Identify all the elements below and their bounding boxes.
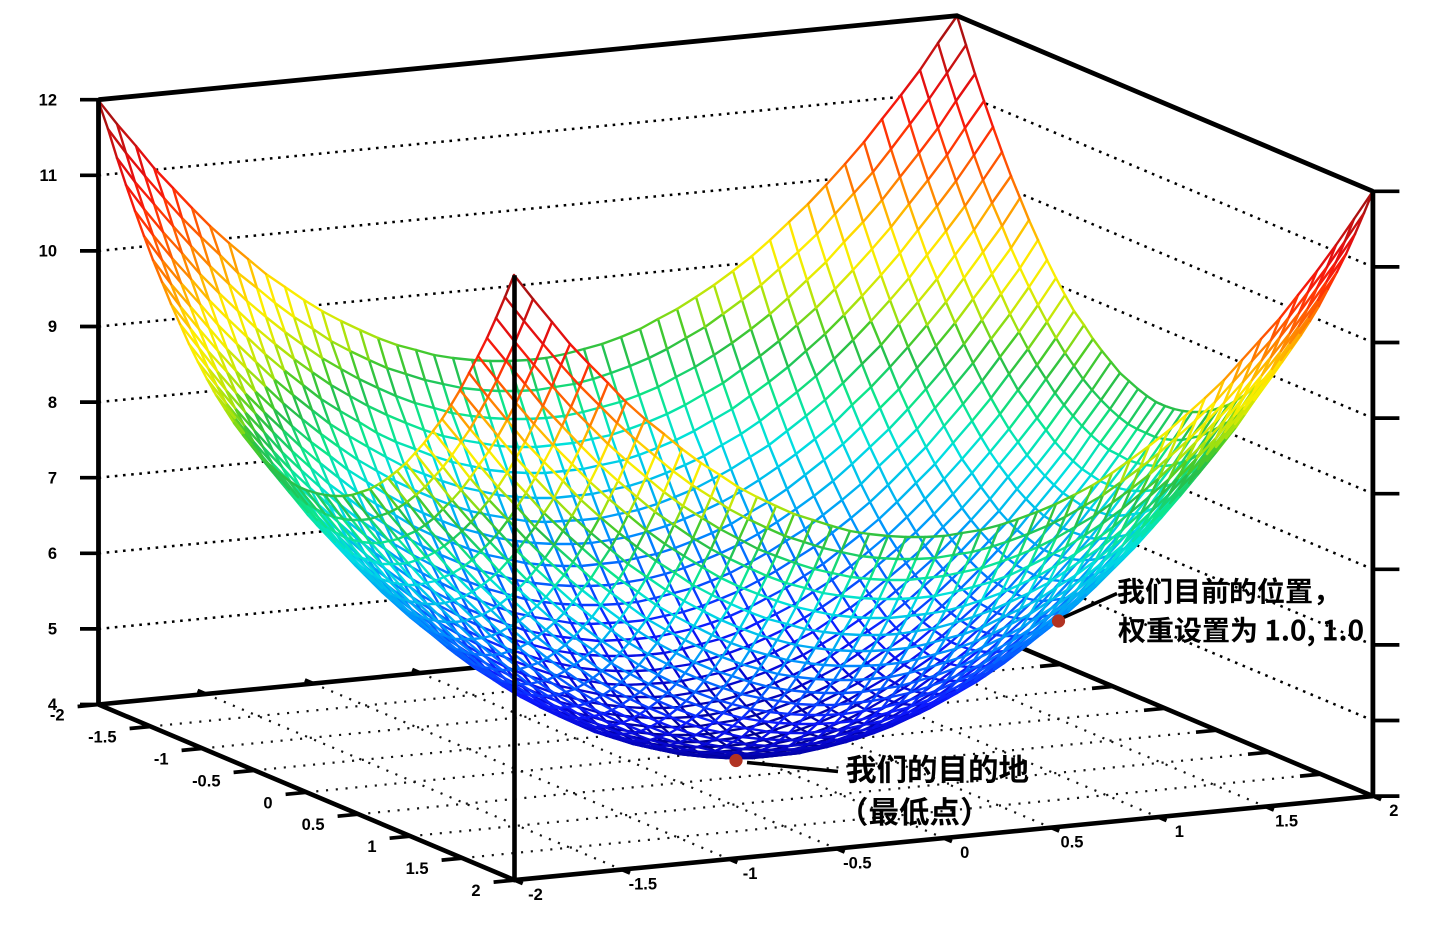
svg-text:-1: -1 bbox=[743, 865, 758, 883]
svg-text:1.5: 1.5 bbox=[406, 860, 429, 878]
svg-text:12: 12 bbox=[39, 91, 57, 109]
svg-text:-1: -1 bbox=[154, 750, 169, 768]
svg-text:2: 2 bbox=[1389, 802, 1398, 820]
svg-text:2: 2 bbox=[471, 882, 480, 900]
svg-text:8: 8 bbox=[48, 394, 57, 412]
svg-text:6: 6 bbox=[48, 545, 57, 563]
svg-text:-2: -2 bbox=[528, 886, 543, 904]
svg-text:1.5: 1.5 bbox=[1275, 813, 1298, 831]
svg-text:5: 5 bbox=[48, 621, 57, 639]
svg-text:0: 0 bbox=[263, 794, 272, 812]
svg-text:-0.5: -0.5 bbox=[192, 772, 220, 790]
svg-text:0.5: 0.5 bbox=[302, 816, 325, 834]
svg-text:10: 10 bbox=[39, 243, 57, 261]
svg-text:7: 7 bbox=[48, 469, 57, 487]
svg-text:9: 9 bbox=[48, 318, 57, 336]
svg-text:0.5: 0.5 bbox=[1061, 834, 1084, 852]
svg-text:1: 1 bbox=[1175, 823, 1184, 841]
svg-text:0: 0 bbox=[960, 844, 969, 862]
svg-text:-2: -2 bbox=[50, 707, 65, 725]
svg-text:-1.5: -1.5 bbox=[88, 729, 116, 747]
svg-text:-0.5: -0.5 bbox=[843, 855, 871, 873]
svg-text:-1.5: -1.5 bbox=[629, 876, 657, 894]
svg-text:1: 1 bbox=[367, 838, 376, 856]
svg-text:4: 4 bbox=[48, 696, 58, 714]
svg-text:11: 11 bbox=[40, 167, 57, 185]
